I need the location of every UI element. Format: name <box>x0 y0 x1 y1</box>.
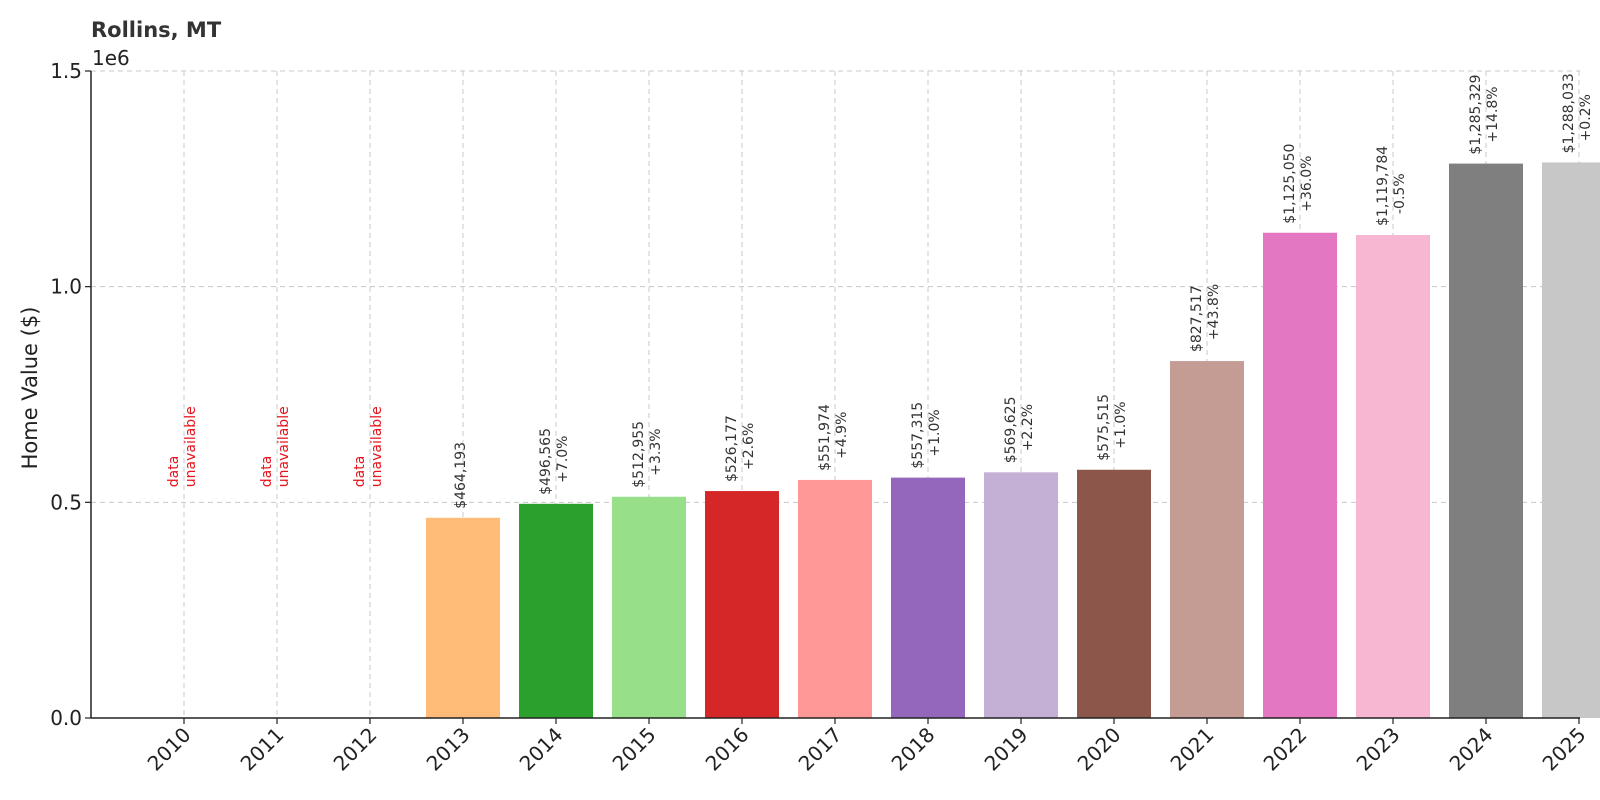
bar-2022 <box>1263 232 1337 718</box>
x-tick-label: 2014 <box>515 723 568 776</box>
y-tick-label: 0.5 <box>50 490 82 514</box>
bar-2021 <box>1170 361 1244 718</box>
x-tick-label: 2011 <box>236 723 289 776</box>
bar-2018 <box>891 477 965 718</box>
change-label: +43.8% <box>1206 284 1222 340</box>
value-label: $551,974 <box>817 404 833 471</box>
bar-2014 <box>519 503 593 718</box>
value-label: $1,285,329 <box>1468 74 1484 154</box>
bar-2020 <box>1077 469 1151 718</box>
x-tick-label: 2013 <box>422 723 475 776</box>
change-label: +4.9% <box>834 412 850 459</box>
svg-text:unavailable: unavailable <box>369 406 385 487</box>
bar-2017 <box>798 479 872 718</box>
x-tick-label: 2021 <box>1166 723 1219 776</box>
y-offset-text: 1e6 <box>92 46 130 70</box>
x-tick-label: 2018 <box>887 723 940 776</box>
unavailable-label: data unavailable <box>352 406 385 487</box>
x-tick-label: 2019 <box>980 723 1033 776</box>
x-tick-label: 2015 <box>608 723 661 776</box>
chart-title: Rollins, MT <box>91 18 222 42</box>
change-label: +3.3% <box>648 428 664 475</box>
value-label: $575,515 <box>1096 394 1112 461</box>
bar-2024 <box>1449 163 1523 719</box>
bars <box>426 162 1600 719</box>
unavailable-label: data unavailable <box>259 406 292 487</box>
value-label: $569,625 <box>1003 396 1019 463</box>
x-tick-label: 2010 <box>143 723 196 776</box>
svg-text:data: data <box>259 456 275 488</box>
x-tick-label: 2025 <box>1538 723 1591 776</box>
y-tick-label: 1.0 <box>50 275 82 299</box>
x-tick-label: 2020 <box>1073 723 1126 776</box>
x-tick-label: 2023 <box>1352 723 1405 776</box>
bar-2025 <box>1542 162 1600 718</box>
change-label: +2.2% <box>1020 404 1036 451</box>
y-axis-label: Home Value ($) <box>18 307 42 470</box>
bar-2023 <box>1356 234 1430 719</box>
bar-2016 <box>705 491 779 718</box>
bar-2019 <box>984 472 1058 718</box>
svg-text:unavailable: unavailable <box>183 406 199 487</box>
y-tick-label: 1.5 <box>50 59 82 83</box>
value-label: $557,315 <box>910 402 926 469</box>
svg-text:data: data <box>166 456 182 488</box>
value-label: $1,125,050 <box>1282 144 1298 224</box>
change-label: +36.0% <box>1299 156 1315 212</box>
x-tick-label: 2022 <box>1259 723 1312 776</box>
value-label: $526,177 <box>724 415 740 482</box>
value-label: $827,517 <box>1189 285 1205 352</box>
change-label: +1.0% <box>927 409 943 456</box>
change-label: +7.0% <box>555 436 571 483</box>
value-label: $1,288,033 <box>1561 73 1577 153</box>
value-label: $464,193 <box>453 442 469 509</box>
change-label: -0.5% <box>1392 173 1408 214</box>
change-label: +0.2% <box>1578 94 1594 141</box>
value-label: $496,565 <box>538 428 554 495</box>
value-label: $512,955 <box>631 421 647 488</box>
x-tick-label: 2016 <box>701 723 754 776</box>
svg-text:data: data <box>352 456 368 488</box>
change-label: +2.6% <box>741 423 757 470</box>
x-tick-label: 2012 <box>329 723 382 776</box>
value-label: $1,119,784 <box>1375 146 1391 226</box>
bar-2013 <box>426 517 500 718</box>
x-tick-label: 2017 <box>794 723 847 776</box>
x-tick-label: 2024 <box>1445 723 1498 776</box>
svg-text:unavailable: unavailable <box>276 406 292 487</box>
bar-labels: data unavailable data unavailable data unavai… <box>166 73 1594 509</box>
bar-2015 <box>612 496 686 718</box>
change-label: +1.0% <box>1113 401 1129 448</box>
y-tick-label: 0.0 <box>50 706 82 730</box>
change-label: +14.8% <box>1485 86 1501 142</box>
unavailable-label: data unavailable <box>166 406 199 487</box>
